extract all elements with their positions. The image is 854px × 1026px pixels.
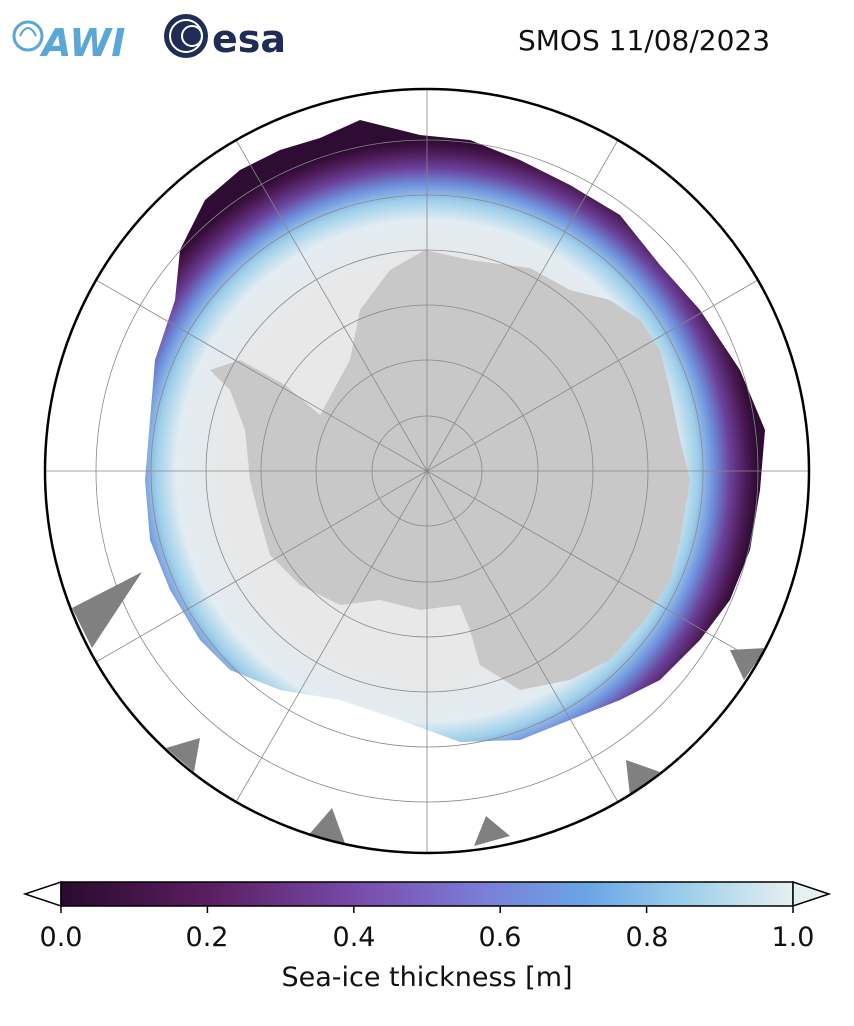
colorbar-extend-high bbox=[792, 880, 832, 908]
colorbar-ticks bbox=[60, 906, 794, 913]
colorbar-tick-label: 0.0 bbox=[39, 922, 83, 953]
colorbar-tick-label: 0.2 bbox=[185, 922, 229, 953]
map-boundary bbox=[43, 87, 811, 855]
esa-logo-text: esa bbox=[212, 17, 286, 61]
colorbar-tick-label: 0.4 bbox=[332, 922, 376, 953]
colorbar-gradient bbox=[60, 881, 794, 907]
missing-data bbox=[72, 572, 766, 846]
colorbar-extend-low bbox=[22, 880, 62, 908]
awi-logo-text: AWI bbox=[39, 21, 125, 65]
meridians bbox=[45, 89, 809, 853]
colorbar-tick-label: 1.0 bbox=[771, 922, 815, 953]
awi-logo: AWI bbox=[12, 20, 125, 65]
colorbar-tick-label: 0.8 bbox=[625, 922, 669, 953]
polar-map bbox=[43, 87, 811, 855]
colorbar-tick-label: 0.6 bbox=[478, 922, 522, 953]
antarctica bbox=[210, 250, 690, 690]
colorbar bbox=[22, 880, 832, 913]
map-title: SMOS 11/08/2023 bbox=[518, 24, 771, 57]
esa-logo: esa bbox=[164, 14, 286, 61]
colorbar-label: Sea-ice thickness [m] bbox=[281, 962, 573, 993]
logos: AWI esa bbox=[12, 14, 286, 65]
